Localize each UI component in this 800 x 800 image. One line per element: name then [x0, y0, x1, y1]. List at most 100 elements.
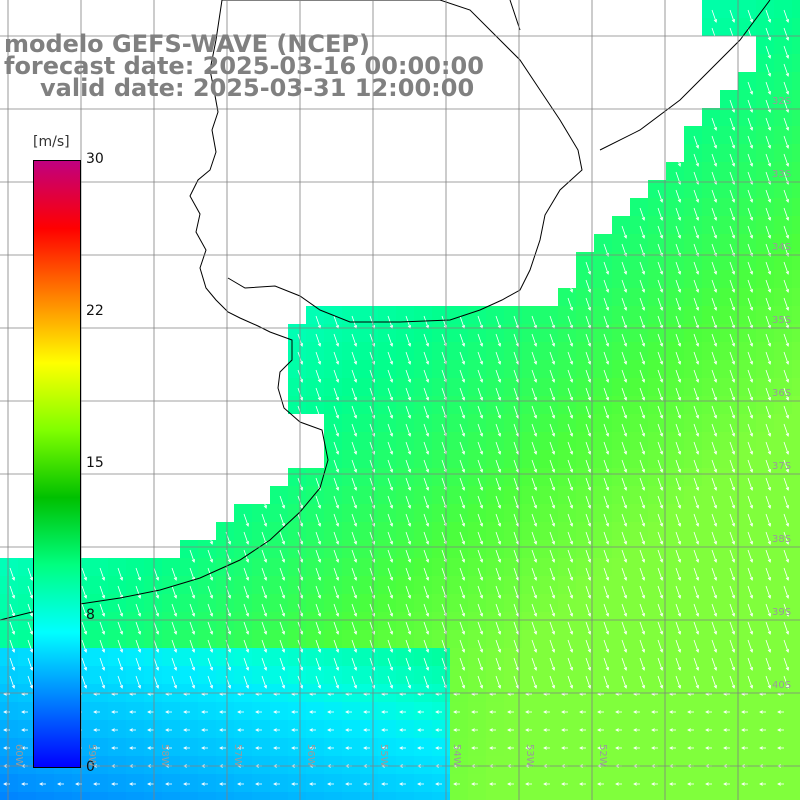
- field-cell: [486, 558, 504, 576]
- wind-arrow: [477, 567, 483, 581]
- field-cell: [738, 270, 756, 288]
- field-cell: [594, 468, 612, 486]
- wind-arrow: [693, 531, 699, 545]
- wind-arrow-head: [551, 684, 555, 689]
- wind-arrow: [261, 495, 267, 509]
- field-cell: [666, 648, 684, 666]
- wind-arrow-head: [605, 486, 609, 491]
- wind-arrow: [279, 567, 285, 581]
- wind-arrow-head: [381, 746, 385, 750]
- wind-arrow: [639, 423, 645, 437]
- wind-arrow-head: [659, 468, 663, 473]
- field-cell: [720, 144, 738, 162]
- field-cell: [540, 342, 558, 360]
- field-cell: [756, 18, 774, 36]
- wind-arrow: [405, 477, 411, 491]
- wind-arrow: [261, 549, 267, 563]
- wind-arrow-head: [353, 378, 357, 383]
- wind-arrow-head: [327, 710, 331, 714]
- wind-arrow: [711, 675, 717, 689]
- wind-arrow-head: [335, 396, 339, 401]
- wind-arrow: [621, 639, 627, 653]
- wind-arrow-head: [623, 504, 627, 509]
- wind-arrow: [603, 657, 609, 671]
- field-cell: [720, 324, 738, 342]
- wind-arrow: [675, 585, 681, 599]
- wind-arrow-head: [461, 522, 465, 527]
- wind-arrow-head: [353, 666, 357, 671]
- wind-arrow: [513, 405, 519, 419]
- wind-arrow-head: [641, 234, 645, 239]
- wind-arrow-head: [569, 288, 573, 293]
- field-cell: [720, 378, 738, 396]
- field-cell: [576, 792, 594, 800]
- wind-arrow-head: [551, 540, 555, 545]
- wind-arrow: [549, 459, 555, 473]
- wind-arrow-head: [453, 728, 457, 732]
- wind-arrow-head: [767, 108, 771, 113]
- field-cell: [792, 36, 800, 54]
- field-cell: [504, 738, 522, 756]
- wind-arrow-head: [731, 396, 735, 401]
- wind-arrow: [153, 639, 159, 653]
- wind-arrow-head: [749, 684, 753, 689]
- field-cell: [450, 396, 468, 414]
- wind-arrow: [711, 261, 717, 275]
- wind-arrow: [531, 675, 537, 689]
- wind-arrow-head: [569, 378, 573, 383]
- wind-arrow-head: [533, 486, 537, 491]
- wind-arrow: [423, 657, 429, 671]
- field-cell: [342, 396, 360, 414]
- field-cell: [216, 540, 234, 558]
- wind-arrow-head: [389, 666, 393, 671]
- field-cell: [162, 612, 180, 630]
- field-cell: [792, 90, 800, 108]
- wind-arrow-head: [209, 612, 213, 617]
- wind-arrow-head: [731, 522, 735, 527]
- field-cell: [90, 630, 108, 648]
- wind-arrow: [243, 603, 249, 617]
- wind-arrow-head: [299, 630, 303, 635]
- wind-arrow-head: [695, 342, 699, 347]
- wind-arrow: [567, 351, 573, 365]
- wind-arrow: [747, 279, 753, 293]
- wind-arrow-head: [569, 576, 573, 581]
- field-cell: [540, 612, 558, 630]
- wind-arrow-head: [695, 666, 699, 671]
- field-cell: [738, 774, 756, 792]
- wind-arrow-head: [767, 468, 771, 473]
- field-cell: [180, 558, 198, 576]
- field-cell: [522, 360, 540, 378]
- field-cell: [378, 594, 396, 612]
- wind-arrow-head: [767, 630, 771, 635]
- wind-arrow-head: [713, 540, 717, 545]
- wind-arrow-head: [641, 432, 645, 437]
- wind-arrow: [459, 405, 465, 419]
- field-cell: [720, 234, 738, 252]
- wind-arrow-head: [569, 648, 573, 653]
- field-cell: [414, 342, 432, 360]
- field-cell: [36, 774, 54, 792]
- field-cell: [468, 306, 486, 324]
- wind-arrow-head: [659, 486, 663, 491]
- wind-arrow: [747, 567, 753, 581]
- wind-arrow: [315, 585, 321, 599]
- wind-arrow-head: [623, 576, 627, 581]
- wind-arrow-head: [623, 648, 627, 653]
- wind-arrow-head: [389, 432, 393, 437]
- wind-arrow-head: [389, 558, 393, 563]
- wind-arrow-head: [335, 414, 339, 419]
- lon-label: 56W: [305, 744, 316, 767]
- field-cell: [324, 702, 342, 720]
- field-cell: [288, 378, 306, 396]
- wind-arrow-head: [93, 710, 97, 714]
- wind-arrow-head: [29, 666, 33, 671]
- field-cell: [774, 324, 792, 342]
- field-cell: [144, 612, 162, 630]
- wind-arrow: [387, 603, 393, 617]
- wind-arrow-head: [731, 558, 735, 563]
- wind-arrow: [675, 153, 681, 167]
- wind-arrow: [243, 675, 249, 689]
- field-cell: [216, 774, 234, 792]
- field-cell: [252, 666, 270, 684]
